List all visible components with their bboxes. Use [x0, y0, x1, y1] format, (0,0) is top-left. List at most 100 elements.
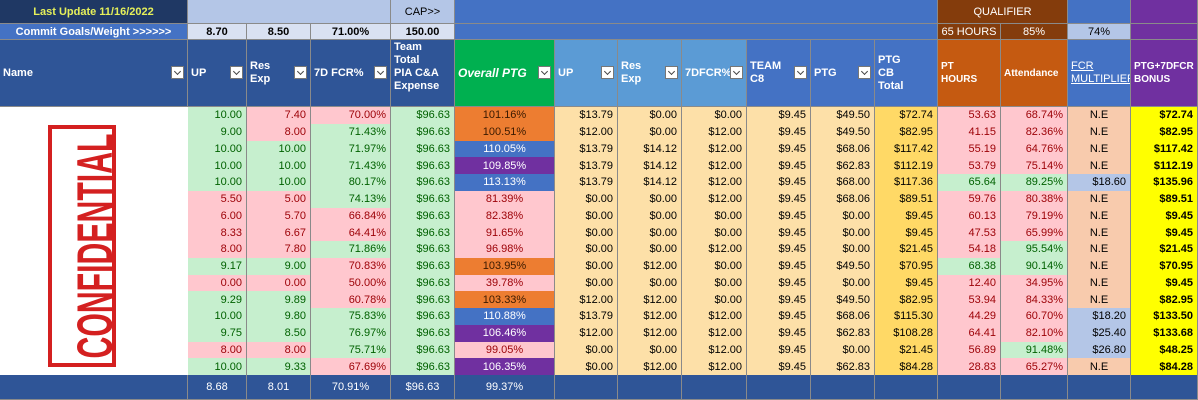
data-cell: 70.00% [311, 107, 391, 125]
data-cell: $0.00 [555, 207, 618, 226]
data-cell: $9.45 [747, 358, 811, 376]
data-cell: 9.89 [247, 291, 311, 309]
data-cell: $13.79 [555, 140, 618, 159]
filter-button[interactable] [730, 66, 743, 79]
data-cell: $112.19 [875, 157, 938, 175]
data-cell: $96.63 [391, 123, 455, 142]
data-cell: $89.51 [1131, 190, 1198, 209]
band [811, 375, 875, 400]
data-cell: $0.00 [811, 241, 875, 259]
data-cell: 64.76% [1001, 140, 1068, 159]
data-cell: 28.83 [938, 358, 1001, 376]
data-cell: $9.45 [747, 341, 811, 360]
data-cell: $12.00 [682, 190, 747, 209]
data-cell: $133.50 [1131, 308, 1198, 326]
data-cell: N.E [1068, 241, 1131, 259]
data-cell: 7.40 [247, 107, 311, 125]
data-cell: 71.97% [311, 140, 391, 159]
filter-button[interactable] [374, 66, 387, 79]
data-cell: $12.00 [682, 174, 747, 192]
data-cell: $14.12 [618, 174, 682, 192]
data-cell: 101.16% [455, 107, 555, 125]
data-cell: 53.94 [938, 291, 1001, 309]
data-cell: $0.00 [555, 241, 618, 259]
data-cell: $12.00 [618, 291, 682, 309]
data-cell: 44.29 [938, 308, 1001, 326]
data-cell: 6.67 [247, 224, 311, 242]
data-cell: $0.00 [682, 257, 747, 276]
data-cell: $0.00 [682, 274, 747, 293]
data-cell: $21.45 [1131, 241, 1198, 259]
last-update: Last Update 11/16/2022 [0, 0, 188, 24]
data-cell: $0.00 [555, 257, 618, 276]
data-cell: $96.63 [391, 241, 455, 259]
filter-button[interactable] [294, 66, 307, 79]
data-cell: $96.63 [391, 174, 455, 192]
data-cell: N.E [1068, 190, 1131, 209]
data-cell: 96.98% [455, 241, 555, 259]
data-cell: $49.50 [811, 291, 875, 309]
filter-button[interactable] [230, 66, 243, 79]
data-cell: 6.00 [188, 207, 247, 226]
data-cell: $72.74 [1131, 107, 1198, 125]
data-cell: 68.74% [1001, 107, 1068, 125]
data-cell: $9.45 [747, 257, 811, 276]
cap-value: 150.00 [391, 24, 455, 40]
data-cell: $117.36 [875, 174, 938, 192]
stamp-border [48, 125, 116, 367]
data-cell: $9.45 [747, 140, 811, 159]
data-cell: $62.83 [811, 324, 875, 343]
data-cell: $0.00 [618, 341, 682, 360]
data-cell: $0.00 [618, 190, 682, 209]
data-cell: $48.25 [1131, 341, 1198, 360]
qualifier-goal: 65 HOURS [938, 24, 1001, 40]
data-cell: $0.00 [555, 341, 618, 360]
filter-button[interactable] [601, 66, 614, 79]
total: 99.37% [455, 375, 555, 400]
data-cell: $0.00 [618, 224, 682, 242]
data-cell: $13.79 [555, 174, 618, 192]
filter-button[interactable] [171, 66, 184, 79]
data-cell: $13.79 [555, 107, 618, 125]
band [1131, 375, 1198, 400]
filter-button[interactable] [794, 66, 807, 79]
column-header: Attendance [1001, 40, 1068, 107]
data-cell: N.E [1068, 291, 1131, 309]
data-cell: $12.00 [618, 358, 682, 376]
data-cell: N.E [1068, 358, 1131, 376]
data-cell: $0.00 [555, 224, 618, 242]
data-cell: $0.00 [682, 291, 747, 309]
goal: 71.00% [311, 24, 391, 40]
data-cell: 109.85% [455, 157, 555, 175]
data-cell: 9.00 [247, 257, 311, 276]
data-cell: $82.95 [875, 291, 938, 309]
filter-button[interactable] [858, 66, 871, 79]
data-cell: 84.33% [1001, 291, 1068, 309]
data-cell: $89.51 [875, 190, 938, 209]
filter-button[interactable] [538, 66, 551, 79]
data-cell: $117.42 [1131, 140, 1198, 159]
data-cell: $12.00 [682, 358, 747, 376]
filter-button[interactable] [665, 66, 678, 79]
data-cell: 67.69% [311, 358, 391, 376]
data-cell: $9.45 [747, 274, 811, 293]
data-cell: 100.51% [455, 123, 555, 142]
total: 8.01 [247, 375, 311, 400]
data-cell: N.E [1068, 274, 1131, 293]
data-cell: 59.76 [938, 190, 1001, 209]
data-cell: $12.00 [618, 257, 682, 276]
total: $96.63 [391, 375, 455, 400]
data-cell: $21.45 [875, 241, 938, 259]
data-cell: 80.17% [311, 174, 391, 192]
data-cell: $0.00 [618, 123, 682, 142]
data-cell: 91.65% [455, 224, 555, 242]
column-header: FCR MULTIPLIER [1068, 40, 1131, 107]
data-cell: $0.00 [618, 241, 682, 259]
data-cell: $0.00 [618, 207, 682, 226]
data-cell: $0.00 [811, 274, 875, 293]
data-cell: 9.29 [188, 291, 247, 309]
data-cell: 89.25% [1001, 174, 1068, 192]
data-cell: 71.43% [311, 123, 391, 142]
data-cell: 56.89 [938, 341, 1001, 360]
band [455, 0, 938, 24]
